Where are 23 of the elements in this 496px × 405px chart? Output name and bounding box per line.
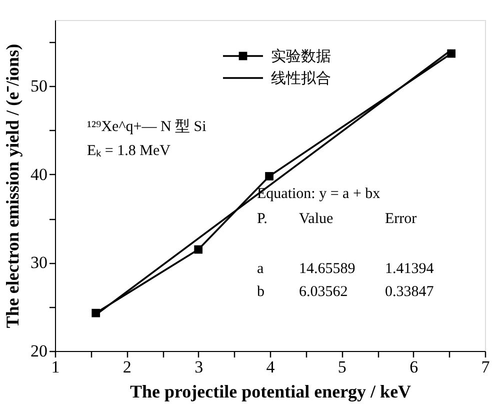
text: a 14.65589 1.41394 bbox=[257, 261, 434, 277]
annotation: ¹²⁹Xe^q+— N 型 Si bbox=[87, 118, 206, 135]
x-axis-title: The projectile potential energy / keV bbox=[130, 382, 412, 402]
x-tick-label: 3 bbox=[194, 358, 204, 376]
y-tick-label: 30 bbox=[30, 253, 48, 272]
x-tick-label: 1 bbox=[51, 358, 60, 376]
text: P. Value Error bbox=[257, 211, 417, 227]
y-tick-label: 20 bbox=[30, 342, 48, 360]
x-tick-label: 7 bbox=[481, 358, 490, 376]
annotation: Eₖ = 1.8 MeV bbox=[87, 143, 171, 159]
point bbox=[265, 172, 274, 180]
x-tick-label: 2 bbox=[122, 358, 132, 376]
x-tick-label: 4 bbox=[266, 358, 276, 376]
legend-label: 实验数据 bbox=[271, 48, 331, 65]
y-tick-label: 40 bbox=[30, 164, 48, 184]
x-tick-label: 6 bbox=[410, 358, 418, 376]
annotation: Equation: y = a + bx bbox=[257, 186, 381, 202]
point bbox=[194, 245, 203, 254]
text: b 6.03562 0.33847 bbox=[257, 284, 434, 300]
y-axis-title: The electron emission yield / (e⁻/ions) bbox=[2, 44, 22, 328]
x-tick-label: 5 bbox=[338, 358, 346, 376]
y-tick-label: 50 bbox=[30, 76, 48, 96]
legend-label: 线性拟合 bbox=[271, 70, 331, 87]
